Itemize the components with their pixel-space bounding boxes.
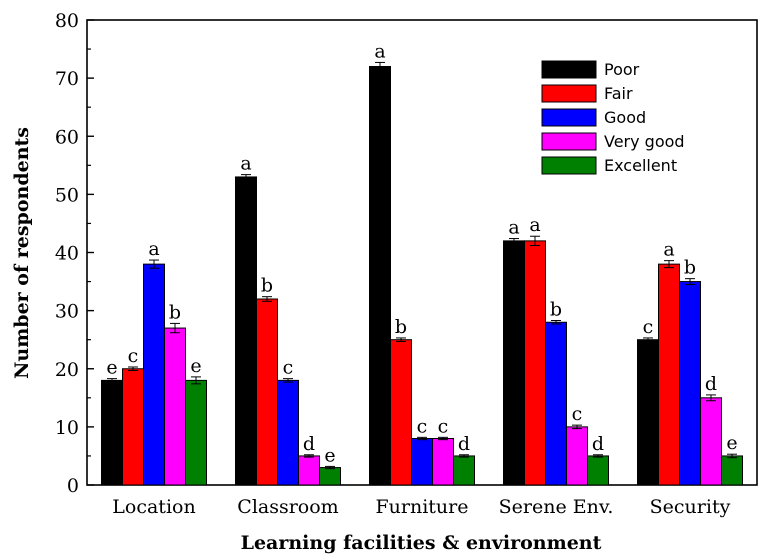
x-tick-label: Classroom bbox=[237, 496, 338, 518]
significance-letter: a bbox=[240, 153, 251, 175]
x-tick-label: Serene Env. bbox=[499, 496, 614, 518]
legend-label: Poor bbox=[604, 60, 640, 79]
legend-label: Fair bbox=[604, 84, 633, 103]
significance-letter: d bbox=[303, 433, 315, 455]
bar bbox=[432, 438, 454, 486]
legend-label: Very good bbox=[604, 132, 685, 151]
legend-swatch bbox=[541, 60, 597, 79]
significance-letter: e bbox=[726, 432, 737, 454]
y-tick-label: 30 bbox=[55, 301, 79, 323]
y-tick-label: 80 bbox=[55, 10, 79, 32]
bar bbox=[658, 263, 680, 486]
y-tick-label: 60 bbox=[55, 126, 79, 148]
significance-letter: c bbox=[283, 357, 294, 379]
significance-letter: d bbox=[458, 433, 470, 455]
bar bbox=[524, 240, 546, 486]
y-tick-label: 50 bbox=[55, 184, 79, 206]
significance-letter: b bbox=[169, 301, 181, 323]
bars bbox=[101, 61, 743, 486]
bar bbox=[235, 176, 257, 486]
y-tick-label: 40 bbox=[55, 243, 79, 265]
bar bbox=[122, 368, 144, 486]
significance-letter: b bbox=[550, 299, 562, 321]
bar bbox=[637, 339, 659, 486]
significance-letter: b bbox=[395, 316, 407, 338]
legend-label: Excellent bbox=[604, 156, 677, 175]
bar bbox=[369, 66, 391, 486]
significance-letter: a bbox=[148, 238, 159, 260]
significance-letter: d bbox=[592, 433, 604, 455]
y-tick-label: 70 bbox=[55, 68, 79, 90]
legend-swatch bbox=[541, 84, 597, 103]
x-axis-title: Learning facilities & environment bbox=[241, 532, 602, 554]
significance-letter: b bbox=[684, 257, 696, 279]
bar bbox=[721, 455, 743, 486]
legend: Poor Fair Good Very good Excellent bbox=[541, 60, 685, 175]
y-tick-label: 0 bbox=[67, 475, 79, 497]
bar bbox=[566, 426, 588, 486]
bar bbox=[256, 298, 278, 486]
significance-letter: a bbox=[663, 239, 674, 261]
significance-letter: c bbox=[643, 316, 654, 338]
x-tick-label: Location bbox=[112, 496, 195, 518]
bar bbox=[700, 397, 722, 486]
bar bbox=[679, 281, 701, 486]
bar bbox=[319, 467, 341, 486]
bar bbox=[503, 240, 525, 486]
legend-label: Good bbox=[604, 108, 646, 127]
bar bbox=[390, 339, 412, 486]
significance-letter: d bbox=[705, 373, 717, 395]
significance-letter: c bbox=[417, 415, 428, 437]
bar bbox=[164, 327, 186, 486]
bar bbox=[277, 379, 299, 486]
bar bbox=[453, 455, 475, 486]
legend-swatch bbox=[541, 132, 597, 151]
significance-letter: a bbox=[508, 217, 519, 239]
legend-swatch bbox=[541, 156, 597, 175]
bar bbox=[545, 321, 567, 486]
legend-swatch bbox=[541, 108, 597, 127]
x-tick-label: Security bbox=[650, 496, 731, 518]
bar bbox=[587, 455, 609, 486]
bar bbox=[143, 263, 165, 486]
significance-letter: a bbox=[374, 40, 385, 62]
significance-letter: b bbox=[261, 275, 273, 297]
x-tick-label: Furniture bbox=[375, 496, 468, 518]
bar bbox=[101, 379, 123, 486]
y-tick-label: 20 bbox=[55, 359, 79, 381]
significance-letter: c bbox=[572, 403, 583, 425]
significance-letter: e bbox=[190, 355, 201, 377]
bar bbox=[185, 379, 207, 486]
significance-letter: e bbox=[106, 357, 117, 379]
y-tick-label: 10 bbox=[55, 417, 79, 439]
significance-letter: c bbox=[128, 345, 139, 367]
significance-letter: e bbox=[324, 444, 335, 466]
significance-letter: a bbox=[529, 214, 540, 236]
significance-letter: c bbox=[438, 415, 449, 437]
bar bbox=[298, 455, 320, 486]
bar bbox=[411, 438, 433, 486]
y-axis-title: Number of respondents bbox=[11, 127, 33, 379]
